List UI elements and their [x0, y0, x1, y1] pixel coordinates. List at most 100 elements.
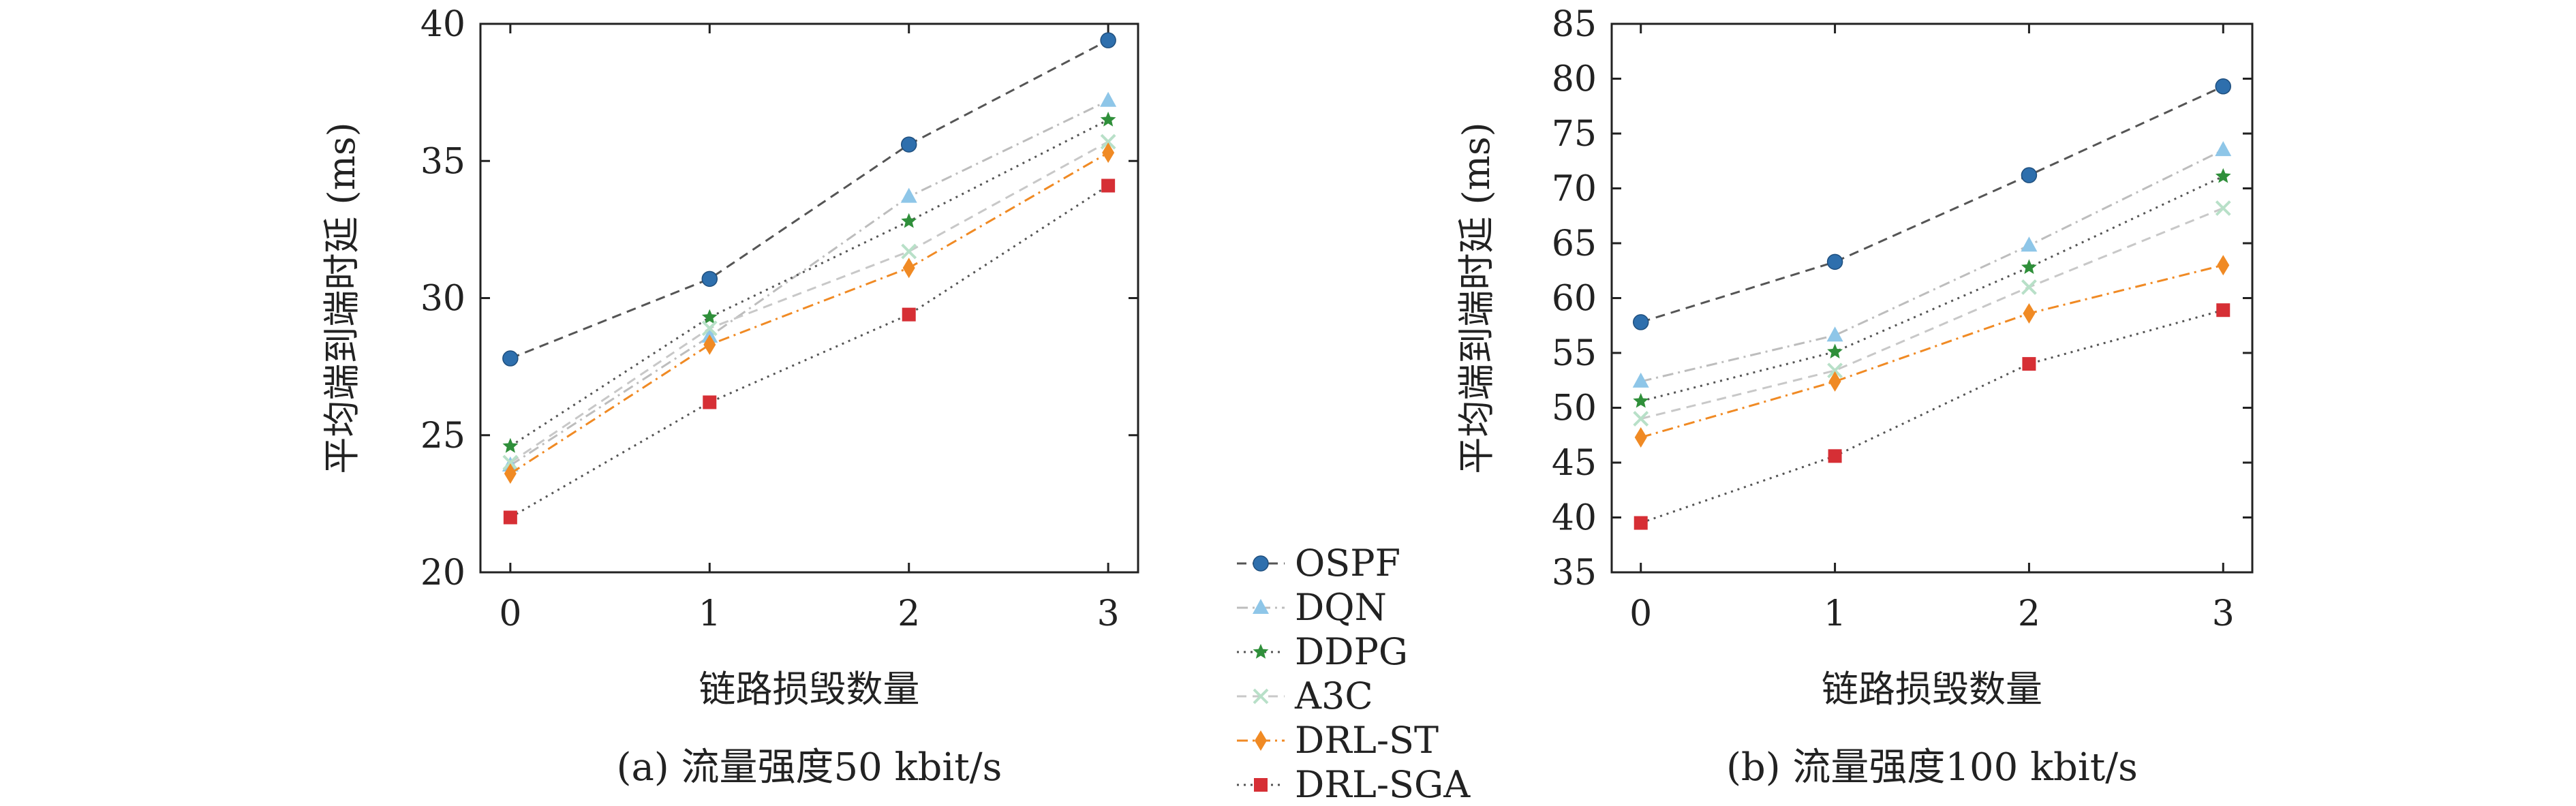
- x-tick-label: 0: [499, 593, 521, 634]
- xlabel-b: 链路损毁数量: [1822, 668, 2042, 711]
- point-ospf: [1826, 253, 1843, 270]
- y-ticks-a: 20 25 30 35 40: [420, 4, 1138, 593]
- legend-entry-drl-sga: DRL-SGA: [1237, 763, 1471, 806]
- point-a3c: [1100, 134, 1116, 150]
- series-line-ospf: [510, 39, 1109, 360]
- x-tick-label: 1: [699, 593, 721, 634]
- point-a3c: [2021, 279, 2037, 295]
- point-ddpg: [1100, 111, 1116, 127]
- point-drl-sga: [902, 307, 916, 322]
- series-line-ospf: [1640, 85, 2224, 324]
- y-tick-label: 80: [1552, 59, 1597, 100]
- series-line-dqn: [1640, 149, 2224, 383]
- point-drl-sga: [1101, 179, 1116, 193]
- point-drl-st: [2023, 303, 2036, 324]
- panel-a: 20 25 30 35 40 0 1 2 3 平均端到端时延 (ms) 链路损毁数量 (a) …: [320, 4, 1139, 790]
- y-tick-label: 85: [1552, 4, 1597, 45]
- series-a3c: [1633, 200, 2231, 427]
- y-tick-label: 30: [420, 279, 465, 320]
- point-drl-sga: [1828, 449, 1842, 463]
- point-ddpg: [1827, 343, 1843, 359]
- series-ddpg: [502, 111, 1116, 453]
- point-a3c: [502, 454, 519, 471]
- legend-marker-drl-sga: [1254, 778, 1268, 792]
- x-tick-label: 1: [1824, 593, 1846, 634]
- y-tick-label: 60: [1552, 279, 1597, 320]
- legend-label-ospf: OSPF: [1295, 542, 1400, 585]
- series-line-drl-sga: [510, 185, 1109, 518]
- legend-entry-a3c: A3C: [1237, 675, 1373, 717]
- y-tick-label: 45: [1552, 443, 1597, 484]
- point-drl-st: [2217, 255, 2230, 276]
- point-drl-sga: [703, 395, 717, 409]
- point-dqn: [1100, 91, 1117, 107]
- point-dqn: [2021, 236, 2038, 252]
- series-line-drl-st: [510, 151, 1109, 475]
- point-drl-st: [1828, 371, 1841, 392]
- series-a3c: [502, 134, 1116, 471]
- point-drl-sga: [2216, 303, 2230, 317]
- y-tick-label: 50: [1552, 388, 1597, 429]
- series-ddpg: [1633, 168, 2231, 408]
- y-tick-label: 75: [1552, 114, 1597, 155]
- legend-marker-dqn: [1253, 599, 1269, 614]
- point-dqn: [1826, 326, 1843, 342]
- point-drl-st: [1634, 427, 1647, 448]
- legend-label-drl-st: DRL-ST: [1295, 719, 1439, 762]
- series-b: [1632, 78, 2232, 530]
- series-drl-sga: [503, 179, 1116, 525]
- point-a3c: [901, 243, 917, 260]
- y-tick-label: 40: [1552, 498, 1597, 539]
- point-drl-sga: [1634, 516, 1648, 530]
- panel-b: 35 40 45 50 55 60 65 70 75 80 85 0 1 2 3 平均端到端时延 (ms)…: [1455, 4, 2254, 790]
- series-a: [502, 32, 1117, 525]
- y-tick-label: 25: [420, 416, 465, 456]
- point-ddpg: [502, 437, 519, 453]
- legend-label-drl-sga: DRL-SGA: [1295, 763, 1471, 806]
- point-ddpg: [1633, 392, 1649, 408]
- series-drl-st: [504, 142, 1115, 484]
- legend-swatch-drl-st: [1237, 730, 1285, 751]
- point-a3c: [701, 320, 718, 337]
- plot-area-b: [1610, 22, 2254, 574]
- legend-entry-dqn: DQN: [1237, 586, 1387, 629]
- point-dqn: [1632, 372, 1649, 388]
- y-tick-label: 70: [1552, 169, 1597, 210]
- y-tick-label: 40: [420, 4, 465, 45]
- point-ospf: [2021, 167, 2038, 183]
- point-ddpg: [701, 309, 718, 324]
- point-dqn: [900, 187, 917, 203]
- point-a3c: [1827, 362, 1843, 379]
- series-line-ddpg: [1640, 175, 2224, 403]
- ylabel-b: 平均端到端时延 (ms): [1455, 122, 1498, 474]
- legend-marker-ospf: [1253, 555, 1269, 572]
- legend-entry-drl-st: DRL-ST: [1237, 719, 1439, 762]
- legend-swatch-drl-sga: [1237, 778, 1285, 792]
- point-a3c: [1633, 411, 1649, 427]
- series-drl-sga: [1634, 303, 2230, 530]
- point-ospf: [1100, 32, 1116, 48]
- series-dqn: [1632, 141, 2232, 388]
- point-ddpg: [2215, 168, 2231, 183]
- point-drl-sga: [503, 510, 517, 525]
- plot-area-a: [479, 22, 1139, 574]
- legend-marker-a3c: [1253, 688, 1269, 704]
- legend-swatch-ddpg: [1237, 644, 1285, 659]
- x-tick-label: 0: [1629, 593, 1652, 634]
- legend-label-dqn: DQN: [1295, 586, 1387, 629]
- legend: OSPF DQN DDPG A3C DRL-ST DRL-SGA: [1237, 542, 1471, 806]
- legend-swatch-ospf: [1237, 555, 1285, 572]
- legend-marker-drl-st: [1255, 730, 1267, 751]
- x-ticks-b: 0 1 2 3: [1629, 24, 2235, 634]
- series-line-dqn: [510, 99, 1109, 467]
- x-tick-label: 3: [2212, 593, 2235, 634]
- x-tick-label: 2: [898, 593, 920, 634]
- legend-entry-ospf: OSPF: [1237, 542, 1400, 585]
- x-ticks-a: 0 1 2 3: [499, 24, 1120, 634]
- y-tick-label: 55: [1552, 333, 1597, 374]
- caption-b: (b) 流量强度100 kbit/s: [1726, 745, 2138, 790]
- series-drl-st: [1634, 255, 2230, 448]
- point-ddpg: [901, 213, 917, 228]
- y-tick-label: 35: [420, 141, 465, 182]
